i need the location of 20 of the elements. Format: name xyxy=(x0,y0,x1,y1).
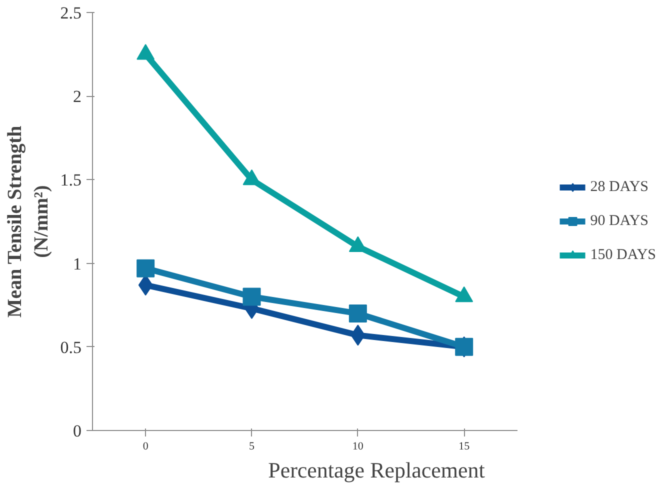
x-axis-title: Percentage Replacement xyxy=(268,458,485,482)
x-tick-label: 5 xyxy=(249,440,255,452)
point xyxy=(136,259,155,278)
point xyxy=(242,169,261,186)
legend-label: 90 DAYS xyxy=(590,212,648,230)
x-tick-label: 0 xyxy=(142,440,149,452)
point xyxy=(136,44,155,60)
point xyxy=(242,288,261,306)
y-tick-label: 1 xyxy=(73,254,82,274)
legend-label: 150 DAYS xyxy=(590,246,656,264)
point xyxy=(348,304,367,322)
y-tick-label: 0 xyxy=(73,422,82,440)
y-tick-label: 1.5 xyxy=(60,170,82,190)
x-tick-label: 15 xyxy=(458,440,470,452)
y-axis-title: Mean Tensile Strength (N/mm²) xyxy=(4,126,52,318)
x-tick-label: 10 xyxy=(352,440,364,452)
y-tick-label: 0.5 xyxy=(60,338,82,357)
y-tick-label: 2.5 xyxy=(60,4,82,22)
legend-label: 28 DAYS xyxy=(590,178,648,196)
y-tick-label: 2 xyxy=(73,87,82,106)
